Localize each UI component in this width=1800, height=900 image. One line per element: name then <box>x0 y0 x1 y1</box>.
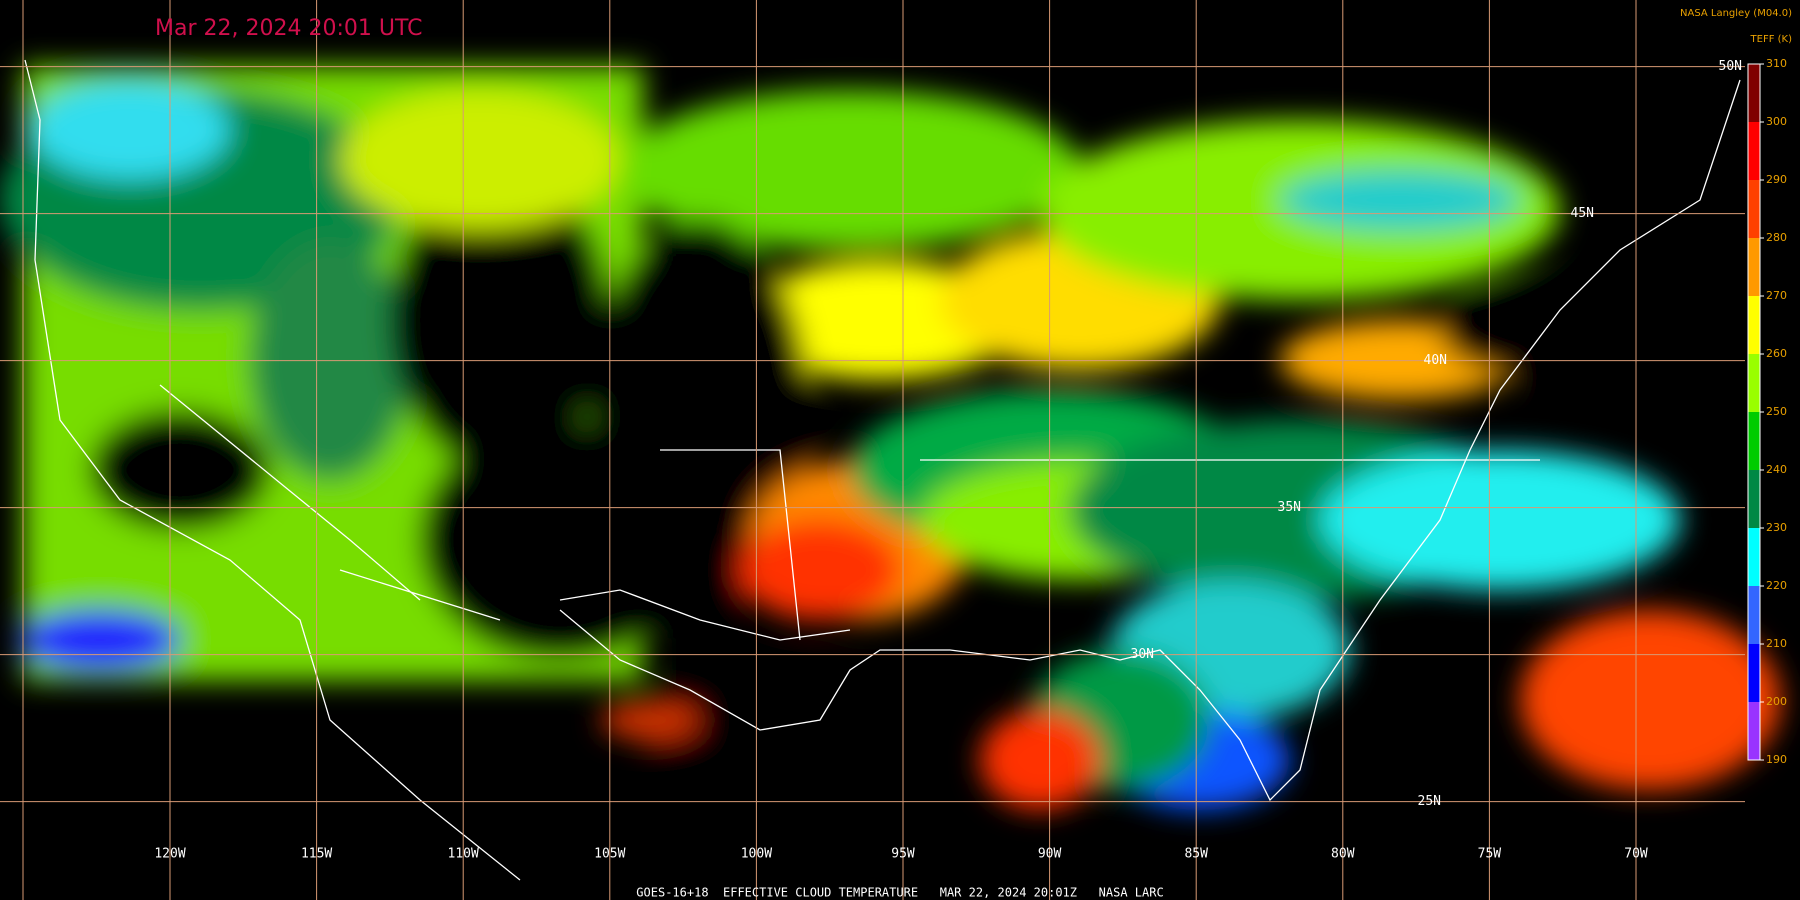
coastlines <box>24 59 1741 881</box>
longitude-label: 90W <box>1038 847 1062 862</box>
colorbar-segment <box>1748 470 1760 528</box>
longitude-label: 80W <box>1331 847 1355 862</box>
colorbar-segment <box>1748 64 1760 122</box>
colorbar-tick-label: 230 <box>1766 521 1787 534</box>
latitude-label: 25N <box>1418 794 1441 809</box>
colorbar-tick-label: 260 <box>1766 347 1787 360</box>
colorbar-segment <box>1748 180 1760 238</box>
colorbar-tick-label: 310 <box>1766 57 1787 70</box>
longitude-label: 100W <box>741 847 772 862</box>
graticule: 120W 115W 110W 105W 100W 95W 90W 85W 80W 75W 70W 50… <box>0 0 1745 900</box>
footer: GOES-16+18 EFFECTIVE CLOUD TEMPERATURE M… <box>636 886 1163 900</box>
colorbar-tick-label: 240 <box>1766 463 1787 476</box>
colorbar-title: TEFF (K) <box>1750 34 1793 45</box>
latitude-label: 35N <box>1278 500 1301 515</box>
colorbar-tick-label: 250 <box>1766 405 1787 418</box>
longitude-label: 105W <box>594 847 625 862</box>
longitude-label: 75W <box>1478 847 1502 862</box>
latitude-label: 30N <box>1131 647 1154 662</box>
latitude-label: 40N <box>1424 353 1447 368</box>
colorbar-segment <box>1748 122 1760 180</box>
longitude-label: 70W <box>1624 847 1648 862</box>
title: Mar 22, 2024 20:01 UTC <box>155 16 422 41</box>
colorbar-segment <box>1748 702 1760 760</box>
colorbar-segment <box>1748 354 1760 412</box>
colorbar-segment <box>1748 238 1760 296</box>
longitude-label: 110W <box>448 847 479 862</box>
longitude-label: 115W <box>301 847 332 862</box>
colorbar-tick-label: 200 <box>1766 695 1787 708</box>
colorbar-tick-label: 300 <box>1766 115 1787 128</box>
longitude-label: 95W <box>891 847 915 862</box>
source-label: NASA Langley (M04.0) <box>1680 8 1792 19</box>
colorbar-segment <box>1748 412 1760 470</box>
colorbar-tick-label: 270 <box>1766 289 1787 302</box>
colorbar-segment <box>1748 586 1760 644</box>
longitude-label: 120W <box>154 847 185 862</box>
colorbar-segment <box>1748 296 1760 354</box>
colorbar-tick-label: 210 <box>1766 637 1787 650</box>
longitude-label: 85W <box>1184 847 1208 862</box>
colorbar-segment <box>1748 644 1760 702</box>
latitude-label: 50N <box>1719 59 1742 74</box>
colorbar-tick-label: 190 <box>1766 753 1787 766</box>
colorbar-tick-label: 220 <box>1766 579 1787 592</box>
latitude-label: 45N <box>1571 206 1594 221</box>
colorbar-tick-label: 290 <box>1766 173 1787 186</box>
colorbar-segment <box>1748 528 1760 586</box>
colorbar-tick-label: 280 <box>1766 231 1787 244</box>
